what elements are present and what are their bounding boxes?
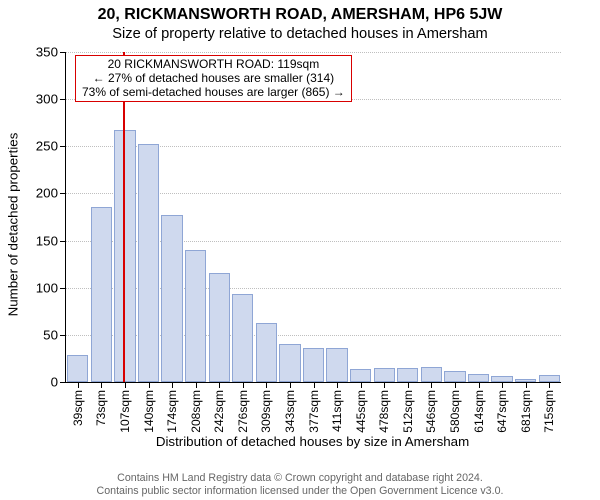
footer-text: Contains HM Land Registry data © Crown c… — [0, 472, 600, 497]
x-tick — [502, 382, 503, 388]
title-line1: 20, RICKMANSWORTH ROAD, AMERSHAM, HP6 5J… — [98, 6, 503, 23]
y-tick — [60, 288, 66, 289]
x-tick-label: 140sqm — [142, 390, 156, 433]
y-tick — [60, 146, 66, 147]
x-tick — [431, 382, 432, 388]
x-tick-label: 512sqm — [401, 390, 415, 433]
x-tick — [149, 382, 150, 388]
x-tick-label: 647sqm — [495, 390, 509, 433]
histogram-bar — [539, 375, 560, 382]
x-tick — [549, 382, 550, 388]
x-tick — [266, 382, 267, 388]
y-tick-label: 50 — [43, 327, 58, 342]
x-tick-label: 107sqm — [118, 390, 132, 433]
annotation-line: ← 27% of detached houses are smaller (31… — [82, 72, 345, 86]
x-tick — [314, 382, 315, 388]
x-tick — [219, 382, 220, 388]
x-tick-label: 39sqm — [71, 390, 85, 426]
x-tick — [290, 382, 291, 388]
x-tick — [243, 382, 244, 388]
x-tick-label: 377sqm — [307, 390, 321, 433]
y-tick — [60, 241, 66, 242]
histogram-bar — [232, 294, 253, 382]
histogram-bar — [279, 344, 300, 382]
x-tick-label: 411sqm — [330, 390, 344, 432]
x-tick-label: 242sqm — [212, 390, 226, 433]
x-tick-label: 478sqm — [377, 390, 391, 433]
y-tick-label: 350 — [36, 45, 58, 60]
grid-line — [66, 52, 561, 53]
histogram-bar — [256, 323, 277, 382]
x-tick — [384, 382, 385, 388]
x-tick-label: 681sqm — [519, 390, 533, 433]
chart-container: 20, RICKMANSWORTH ROAD, AMERSHAM, HP6 5J… — [0, 0, 600, 500]
y-axis-label: Number of detached properties — [6, 60, 21, 390]
footer-line1: Contains HM Land Registry data © Crown c… — [0, 472, 600, 484]
annotation-line: 20 RICKMANSWORTH ROAD: 119sqm — [82, 58, 345, 72]
histogram-bar — [444, 371, 465, 382]
histogram-bar — [421, 367, 442, 382]
x-tick-label: 715sqm — [542, 390, 556, 433]
histogram-bar — [374, 368, 395, 382]
histogram-bar — [397, 368, 418, 382]
y-tick-label: 250 — [36, 139, 58, 154]
y-tick-label: 0 — [51, 375, 58, 390]
x-tick-label: 445sqm — [354, 390, 368, 433]
histogram-bar — [350, 369, 371, 382]
y-tick — [60, 193, 66, 194]
histogram-bar — [161, 215, 182, 382]
x-tick — [78, 382, 79, 388]
title-line2: Size of property relative to detached ho… — [112, 26, 488, 42]
x-tick — [455, 382, 456, 388]
x-tick — [125, 382, 126, 388]
y-tick — [60, 335, 66, 336]
x-tick-label: 614sqm — [472, 390, 486, 433]
x-tick-label: 73sqm — [94, 390, 108, 426]
x-tick — [361, 382, 362, 388]
y-tick-label: 150 — [36, 233, 58, 248]
y-tick-label: 200 — [36, 186, 58, 201]
x-axis-label: Distribution of detached houses by size … — [65, 434, 560, 449]
y-tick-label: 300 — [36, 92, 58, 107]
x-tick — [196, 382, 197, 388]
x-tick — [479, 382, 480, 388]
histogram-bar — [468, 374, 489, 382]
x-tick-label: 174sqm — [165, 390, 179, 433]
y-tick — [60, 99, 66, 100]
y-tick-label: 100 — [36, 280, 58, 295]
x-tick-label: 580sqm — [448, 390, 462, 433]
page-title: 20, RICKMANSWORTH ROAD, AMERSHAM, HP6 5J… — [0, 0, 600, 24]
histogram-bar — [185, 250, 206, 382]
x-tick-label: 208sqm — [189, 390, 203, 433]
x-tick-label: 309sqm — [259, 390, 273, 433]
x-tick — [101, 382, 102, 388]
histogram-bar — [303, 348, 324, 382]
histogram-bar — [67, 355, 88, 382]
x-tick — [172, 382, 173, 388]
y-tick — [60, 52, 66, 53]
x-tick-label: 546sqm — [424, 390, 438, 433]
x-tick-label: 276sqm — [236, 390, 250, 433]
histogram-bar — [91, 207, 112, 382]
histogram-bar — [326, 348, 347, 382]
x-tick — [408, 382, 409, 388]
annotation-line: 73% of semi-detached houses are larger (… — [82, 86, 345, 100]
histogram-bar — [138, 144, 159, 382]
footer-line2: Contains public sector information licen… — [0, 485, 600, 497]
x-tick-label: 343sqm — [283, 390, 297, 433]
page-subtitle: Size of property relative to detached ho… — [0, 26, 600, 42]
y-tick — [60, 382, 66, 383]
x-tick — [337, 382, 338, 388]
annotation-box: 20 RICKMANSWORTH ROAD: 119sqm← 27% of de… — [75, 55, 352, 102]
histogram-bar — [209, 273, 230, 382]
x-tick — [526, 382, 527, 388]
